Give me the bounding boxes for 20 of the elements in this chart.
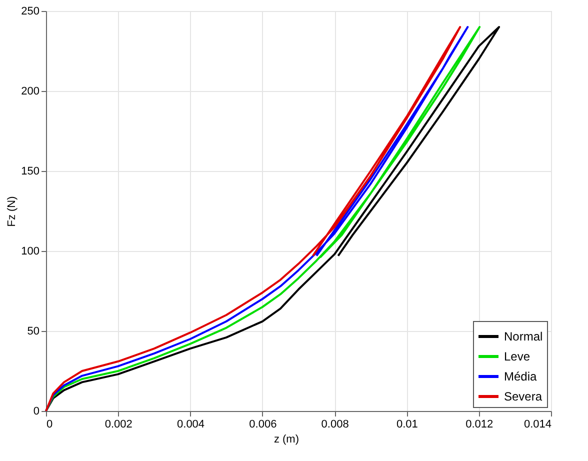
x-axis-title: z (m) — [274, 434, 299, 446]
x-tick-label: 0 — [46, 418, 53, 430]
y-tick-label: 0 — [33, 406, 40, 418]
x-tick-label: 0.01 — [396, 418, 418, 430]
y-tick-label: 100 — [21, 246, 40, 258]
y-axis-title: Fz (N) — [6, 196, 18, 227]
y-tick-label: 200 — [21, 86, 40, 98]
x-tick-label: 0.012 — [466, 418, 494, 430]
x-tick-label: 0.002 — [104, 418, 132, 430]
legend-label: Média — [504, 370, 538, 384]
y-tick-label: 250 — [21, 6, 40, 18]
legend-label: Severa — [504, 390, 542, 404]
legend-label: Leve — [504, 350, 530, 364]
x-tick-label: 0.004 — [177, 418, 205, 430]
x-tick-label: 0.014 — [524, 418, 552, 430]
x-tick-label: 0.006 — [249, 418, 277, 430]
y-tick-label: 150 — [21, 166, 40, 178]
legend-label: Normal — [504, 330, 543, 344]
y-tick-label: 50 — [27, 326, 40, 338]
x-tick-label: 0.008 — [321, 418, 349, 430]
